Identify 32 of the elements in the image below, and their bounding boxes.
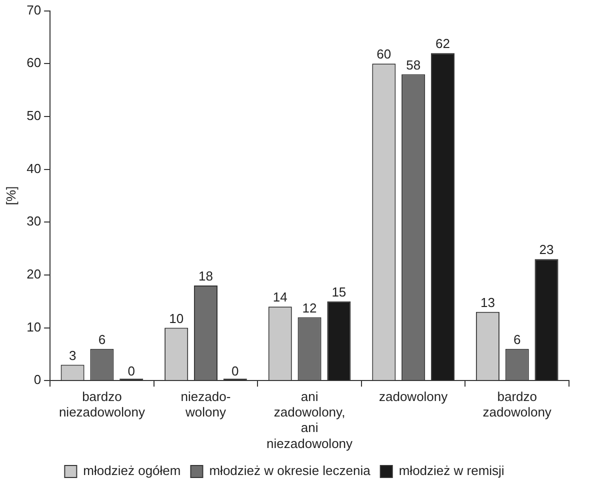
y-tick-label: 70 (26, 2, 42, 18)
y-axis-title: [%] (3, 186, 18, 206)
data-label: 15 (332, 284, 346, 300)
x-tick-label: ani zadowolony, ani niezadowolony (266, 388, 354, 451)
y-tick-label: 40 (26, 160, 42, 176)
legend-label: młodzież w okresie leczenia (209, 463, 372, 478)
data-label: 60 (376, 46, 392, 62)
data-label: 0 (232, 364, 239, 379)
y-tick-label: 30 (26, 214, 42, 229)
y-tick-label: 10 (26, 319, 42, 334)
data-label: 13 (480, 295, 495, 310)
y-tick-label: 60 (26, 55, 42, 70)
data-label: 58 (406, 57, 421, 72)
data-label: 18 (198, 268, 213, 284)
y-tick-label: 0 (34, 372, 42, 388)
y-tick-label: 50 (26, 108, 42, 124)
x-tick-label: bardzo niezadowolony (58, 388, 146, 420)
x-tick-label: niezado- wolony (180, 388, 231, 420)
data-label: 23 (539, 242, 554, 258)
data-label: 62 (435, 36, 450, 52)
data-label: 10 (169, 310, 184, 326)
data-label: 3 (68, 348, 76, 363)
legend-label: młodzież ogółem (83, 463, 181, 478)
data-label: 6 (98, 332, 106, 347)
y-tick-label: 20 (26, 266, 42, 282)
x-tick-label: bardzo zadowolony (482, 388, 552, 420)
data-label: 12 (302, 300, 317, 316)
legend-label: młodzież w remisji (398, 463, 504, 478)
data-label: 6 (513, 332, 521, 347)
data-label: 14 (272, 290, 288, 305)
data-label: 0 (128, 364, 135, 379)
x-tick-label: zadowolony (378, 388, 448, 404)
